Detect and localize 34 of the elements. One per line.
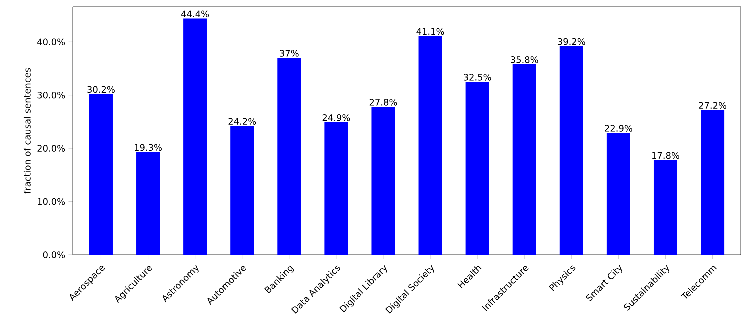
y-tick-label: 10.0% (38, 198, 66, 206)
data-label: 19.3% (135, 144, 162, 152)
data-label: 27.2% (699, 102, 727, 110)
bar (701, 110, 725, 255)
data-label: 24.9% (322, 114, 350, 122)
data-label: 22.9% (605, 125, 632, 132)
bar (466, 82, 490, 255)
bar (136, 152, 160, 255)
data-label: 32.5% (464, 74, 492, 81)
bar (512, 64, 536, 255)
bar (654, 160, 678, 255)
data-label: 39.2% (558, 38, 586, 46)
bar (606, 133, 630, 255)
y-tick-label: 30.0% (38, 92, 66, 99)
bar (324, 122, 348, 255)
y-tick-label: 0.0% (43, 252, 66, 258)
bar (560, 46, 584, 255)
data-label: 27.8% (370, 99, 398, 106)
y-axis-title: fraction of causal sentences (24, 68, 31, 194)
data-label: 35.8% (511, 56, 538, 64)
bar (89, 94, 113, 255)
bar (230, 126, 254, 255)
y-tick-label: 40.0% (38, 38, 66, 46)
data-label: 24.2% (228, 118, 256, 126)
data-label: 37% (280, 50, 299, 57)
data-label: 17.8% (652, 152, 680, 160)
data-label: 41.1% (416, 28, 444, 36)
bar (184, 18, 208, 255)
bar (278, 58, 302, 255)
y-tick-label: 20.0% (38, 145, 66, 152)
bar (418, 36, 442, 255)
data-label: 44.4% (182, 10, 210, 18)
data-label: 30.2% (88, 86, 115, 94)
bar (372, 107, 396, 255)
